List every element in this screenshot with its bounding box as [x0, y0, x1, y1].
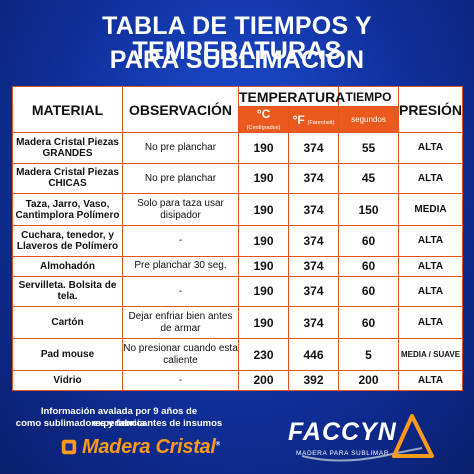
cell-material: Almohadón: [12, 255, 123, 277]
table-row: Madera Cristal Piezas CHICAS No pre plan…: [12, 162, 464, 195]
cell-observacion: -: [122, 275, 239, 308]
cell-celsius: 190: [238, 225, 289, 257]
table-row: Madera Cristal Piezas GRANDES No pre pla…: [12, 132, 464, 164]
footer-info-line-1: Información avalada por 9 años de experi…: [40, 406, 198, 430]
cell-tiempo: 60: [338, 255, 400, 277]
cell-tiempo: 150: [338, 193, 400, 227]
subheader-segundos: segundos: [338, 106, 400, 133]
faccyn-tagline: MADERA PARA SUBLIMAR: [296, 450, 390, 457]
cell-tiempo: 45: [338, 162, 400, 195]
cell-observacion: Solo para taza usar disipador: [122, 193, 239, 227]
fahrenheit-note: (Farenheit): [307, 119, 335, 126]
cell-presion: ALTA: [398, 306, 464, 340]
header-tiempo: TIEMPO: [338, 86, 400, 107]
faccyn-logo-swoosh: [301, 414, 434, 462]
cell-material: Pad mouse: [12, 338, 123, 371]
cell-celsius: 190: [238, 275, 289, 308]
cell-material: Vidrio: [12, 369, 123, 392]
cell-celsius: 190: [238, 193, 289, 227]
subheader-row: °C (Centígrados) °F (Farenheit) segundos: [13, 106, 463, 133]
cell-observacion: -: [122, 225, 239, 257]
cell-fahrenheit: 374: [287, 193, 340, 227]
cell-presion: ALTA: [398, 132, 464, 164]
page-title-line-1: TABLA DE TIEMPOS Y TEMPERATURAS: [102, 12, 372, 65]
cell-material: Servilleta. Bolsita de tela.: [12, 275, 123, 308]
header-temperatura: TEMPERATURA: [237, 86, 346, 107]
cell-celsius: 190: [238, 255, 289, 277]
cell-celsius: 190: [238, 132, 289, 164]
page-title-line-2: PARA SUBLIMACIÓN: [109, 46, 365, 74]
cell-celsius: 200: [238, 369, 289, 392]
cell-observacion: No pre planchar: [122, 132, 239, 164]
cell-observacion: Dejar enfriar bien antes de armar: [122, 306, 239, 340]
faccyn-wordmark: FACCYN: [288, 418, 397, 446]
table-row: Almohadón Pre planchar 30 seg. 190 374 6…: [12, 255, 464, 277]
faccyn-logo: FACCYN MADERA PARA SUBLIMAR: [282, 410, 452, 468]
cell-presion: ALTA: [398, 225, 464, 257]
cell-observacion: Pre planchar 30 seg.: [122, 255, 239, 277]
cell-fahrenheit: 374: [287, 275, 340, 308]
cell-material: Cuchara, tenedor, y Llaveros de Polímero: [12, 225, 123, 257]
table-row: Vidrio - 200 392 200 ALTA: [12, 369, 464, 392]
cell-tiempo: 55: [338, 132, 400, 164]
cell-presion: ALTA: [398, 369, 464, 392]
cell-fahrenheit: 374: [287, 255, 340, 277]
celsius-label: °C: [256, 107, 271, 121]
cell-fahrenheit: 374: [287, 306, 340, 340]
table-row: Servilleta. Bolsita de tela. - 190 374 6…: [12, 275, 464, 308]
cell-celsius: 190: [238, 162, 289, 195]
table-row: Cuchara, tenedor, y Llaveros de Polímero…: [12, 225, 464, 257]
cell-observacion: No presionar cuando esta caliente: [122, 338, 239, 371]
header-observacion: OBSERVACIÓN: [122, 86, 239, 133]
cell-fahrenheit: 374: [287, 162, 340, 195]
cell-fahrenheit: 446: [287, 338, 340, 371]
subheader-fahrenheit: °F (Farenheit): [287, 106, 340, 133]
cell-fahrenheit: 374: [287, 225, 340, 257]
cell-tiempo: 200: [338, 369, 400, 392]
cell-tiempo: 60: [338, 275, 400, 308]
cell-presion: MEDIA / SUAVE: [398, 338, 464, 371]
subheader-celsius: °C (Centígrados): [238, 106, 289, 133]
cell-material: Taza, Jarro, Vaso, Cantimplora Polímero: [12, 193, 123, 227]
cell-presion: MEDIA: [398, 193, 464, 227]
cell-celsius: 190: [238, 306, 289, 340]
header-presion: PRESIÓN: [398, 86, 464, 133]
header-material: MATERIAL: [12, 86, 123, 133]
cell-observacion: No pre planchar: [122, 162, 239, 195]
celsius-note: (Centígrados): [246, 125, 281, 131]
cell-fahrenheit: 392: [287, 369, 340, 392]
madera-cristal-wordmark: Madera Cristal®: [82, 436, 220, 459]
fahrenheit-label: °F: [292, 112, 305, 127]
cell-material: Cartón: [12, 306, 123, 340]
madera-cristal-logo-icon: [61, 439, 77, 455]
cell-tiempo: 60: [338, 306, 400, 340]
cell-presion: ALTA: [398, 275, 464, 308]
table-row: Pad mouse No presionar cuando esta calie…: [12, 338, 464, 371]
cell-tiempo: 5: [338, 338, 400, 371]
cell-presion: ALTA: [398, 162, 464, 195]
cell-material: Madera Cristal Piezas CHICAS: [12, 162, 123, 195]
madera-cristal-logo: Madera Cristal®: [60, 434, 220, 460]
cell-fahrenheit: 374: [287, 132, 340, 164]
cell-observacion: -: [122, 369, 239, 392]
header-row: MATERIAL OBSERVACIÓN TEMPERATURA TIEMPO …: [12, 86, 464, 133]
madera-cristal-name: Madera Cristal: [82, 435, 216, 458]
footer-info-line-2: como sublimadores y fabricantes de insum…: [15, 418, 223, 429]
sublimation-table: MATERIAL OBSERVACIÓN TEMPERATURA TIEMPO …: [12, 86, 464, 392]
cell-celsius: 230: [238, 338, 289, 371]
cell-material: Madera Cristal Piezas GRANDES: [12, 132, 123, 164]
cell-presion: ALTA: [398, 255, 464, 277]
table-row: Taza, Jarro, Vaso, Cantimplora Polímero …: [12, 193, 464, 227]
trademark-symbol: ®: [215, 440, 220, 447]
table-row: Cartón Dejar enfriar bien antes de armar…: [12, 306, 464, 340]
cell-tiempo: 60: [338, 225, 400, 257]
